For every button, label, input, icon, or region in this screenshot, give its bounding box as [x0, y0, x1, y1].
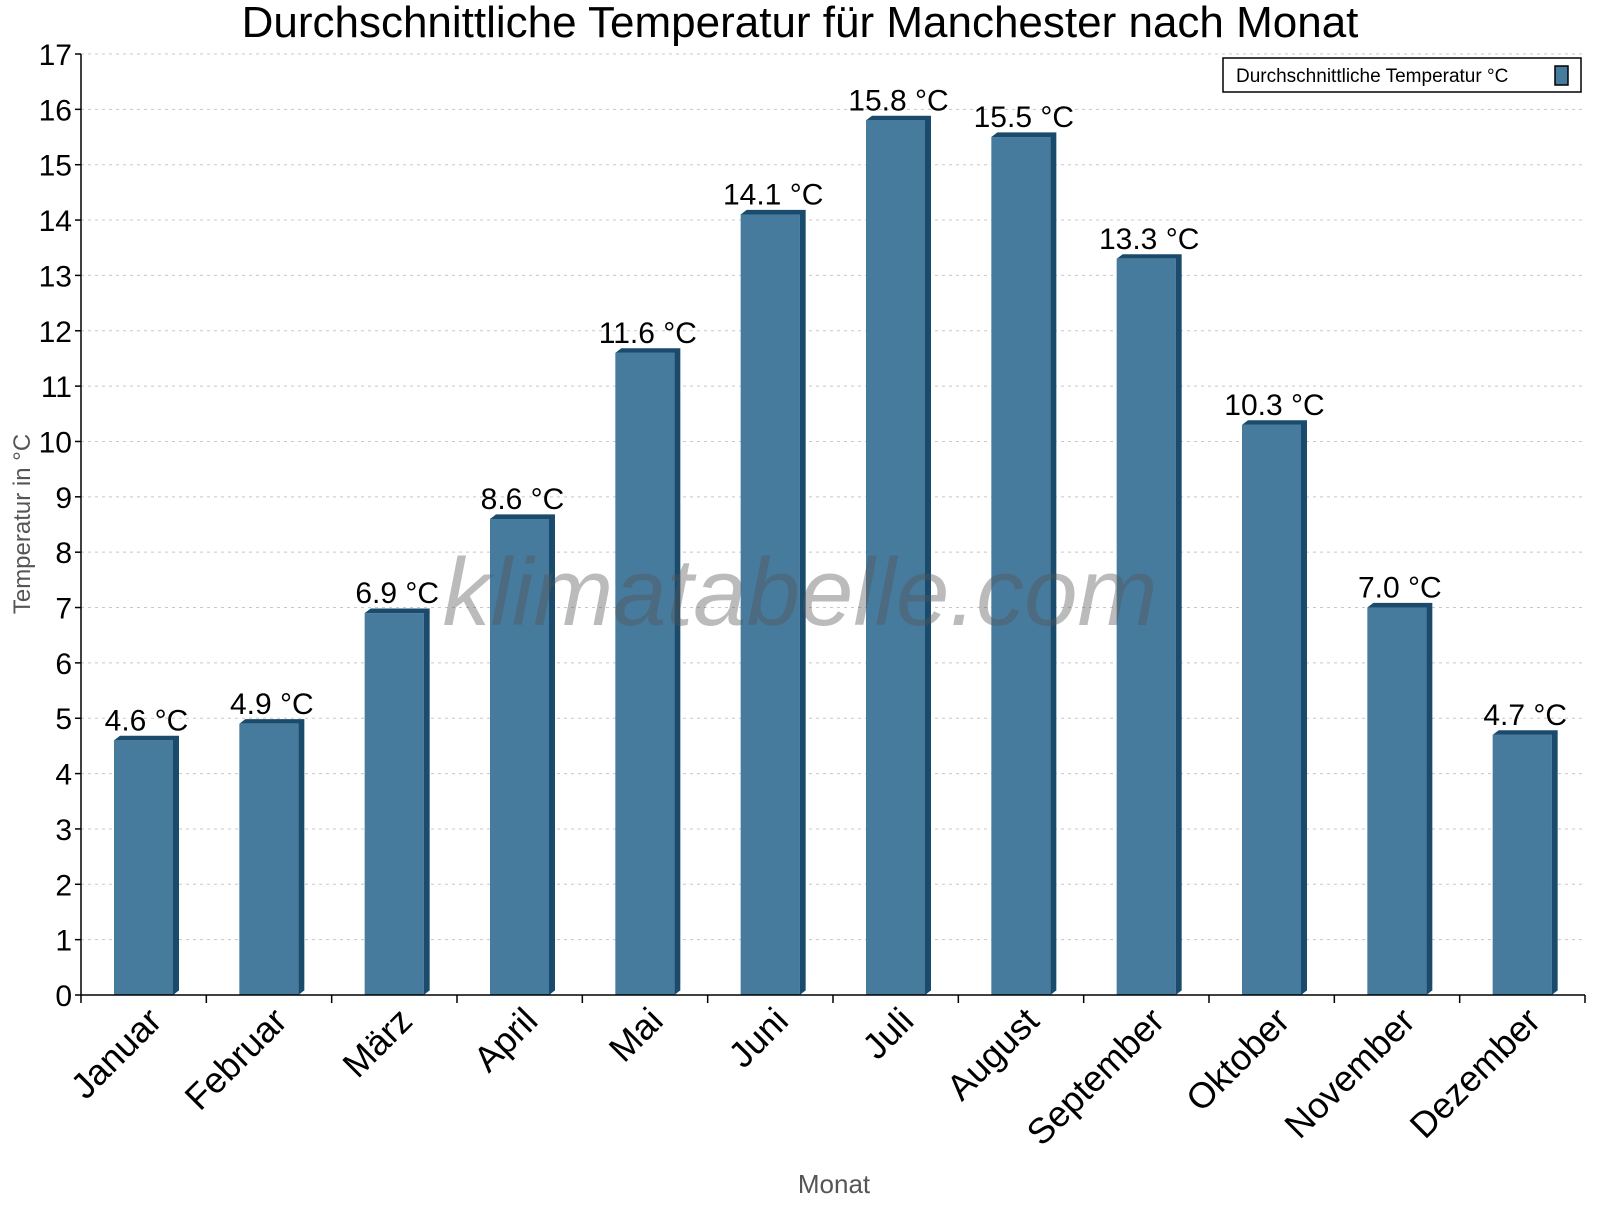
x-tick-label: November: [1276, 1000, 1422, 1146]
x-tick-label: März: [334, 1000, 420, 1086]
data-label: 4.6 °C: [105, 704, 189, 737]
y-tick-label: 3: [55, 814, 72, 847]
y-tick-label: 8: [55, 537, 72, 570]
data-label: 15.8 °C: [848, 84, 948, 117]
legend-box: [1222, 57, 1582, 93]
x-tick-label: Oktober: [1178, 1000, 1298, 1120]
bar: [1492, 734, 1552, 995]
bar: [239, 723, 299, 995]
bar-group: 7.0 °C: [1358, 572, 1442, 995]
y-tick-label: 1: [55, 925, 72, 958]
bar: [1367, 607, 1427, 995]
y-tick-label: 16: [39, 94, 72, 127]
data-label: 4.9 °C: [230, 688, 314, 721]
bar: [490, 518, 549, 995]
bar: [615, 352, 675, 995]
x-tick-label: Mai: [601, 1000, 671, 1070]
chart-title: Durchschnittliche Temperatur für Manches…: [242, 0, 1359, 47]
bar-group: 13.3 °C: [1099, 223, 1199, 995]
bar-group: 4.7 °C: [1483, 699, 1567, 995]
legend-swatch: [1554, 65, 1569, 86]
data-label: 7.0 °C: [1358, 572, 1442, 605]
x-tick-label: Januar: [62, 1000, 169, 1107]
y-tick-label: 9: [55, 482, 72, 515]
x-axis-label: Monat: [798, 1169, 871, 1199]
data-label: 14.1 °C: [723, 179, 823, 212]
x-tick-label: Februar: [177, 1000, 295, 1118]
x-tick-label: August: [938, 1000, 1046, 1108]
legend-label: Durchschnittliche Temperatur °C: [1236, 66, 1508, 87]
bar: [1116, 258, 1176, 995]
y-tick-label: 4: [55, 759, 72, 792]
bar-group: 4.6 °C: [105, 704, 189, 995]
bar: [364, 613, 424, 995]
x-tick-label: Juli: [854, 1000, 921, 1067]
bar-group: 4.9 °C: [230, 688, 314, 995]
bar-group: 8.6 °C: [481, 483, 565, 995]
y-tick-label: 6: [55, 648, 72, 681]
legend: Durchschnittliche Temperatur °C: [1222, 57, 1582, 93]
x-tick-label: April: [465, 1000, 545, 1080]
bar-group: 15.8 °C: [848, 84, 949, 996]
y-tick-label: 13: [39, 260, 72, 293]
x-tick-label: Dezember: [1402, 1000, 1548, 1146]
bar: [991, 137, 1051, 995]
data-label: 4.7 °C: [1483, 699, 1567, 732]
y-tick-label: 15: [39, 150, 72, 183]
bar-group: 11.6 °C: [599, 317, 697, 995]
bar-group: 6.9 °C: [355, 577, 439, 995]
bar-group: 10.3 °C: [1224, 389, 1325, 995]
x-tick-label: September: [1018, 1000, 1172, 1154]
y-tick-label: 0: [55, 980, 72, 1013]
watermark: klimatabelle.com: [443, 539, 1158, 646]
y-tick-label: 2: [55, 869, 72, 902]
y-tick-label: 5: [55, 703, 72, 736]
y-axis-label: Temperatur in °C: [9, 434, 36, 614]
data-label: 8.6 °C: [481, 483, 565, 516]
bars: 4.6 °C 4.9 °C 6.9 °C 8.6 °C 11.6 °C 14.1 °C 15…: [105, 84, 1567, 996]
y-tick-label: 7: [55, 593, 72, 626]
bar: [1242, 424, 1301, 995]
y-tick-label: 11: [41, 371, 72, 404]
data-label: 10.3 °C: [1224, 389, 1324, 422]
y-tick-label: 12: [39, 316, 72, 349]
bar: [866, 120, 925, 996]
y-tick-label: 14: [39, 205, 72, 238]
data-label: 13.3 °C: [1099, 223, 1199, 256]
data-label: 15.5 °C: [974, 101, 1074, 134]
data-label: 11.6 °C: [599, 317, 697, 350]
gridlines: [81, 53, 1585, 941]
bar: [114, 740, 173, 995]
bar-group: 14.1 °C: [723, 179, 823, 995]
data-label: 6.9 °C: [355, 577, 439, 610]
x-tick-label: Juni: [720, 1000, 796, 1076]
bar: [740, 214, 800, 995]
bar-group: 15.5 °C: [974, 101, 1074, 995]
y-tick-label: 17: [39, 39, 72, 72]
y-tick-label: 10: [39, 426, 72, 459]
